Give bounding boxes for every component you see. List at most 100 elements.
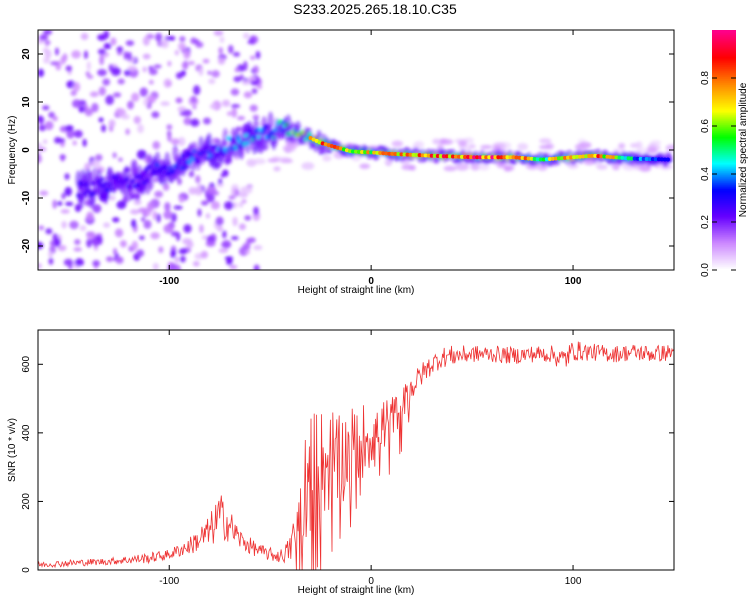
colorbar-cell (712, 198, 736, 201)
colorbar-cell (712, 164, 736, 167)
ridge-mark (496, 155, 501, 160)
ridge-mark (538, 157, 543, 162)
colorbar-cell (712, 86, 736, 89)
x-tick-label: 0 (368, 576, 374, 587)
ridge-mark (614, 155, 619, 160)
y-tick-label: 400 (21, 424, 32, 441)
colorbar-cell (712, 256, 736, 259)
colorbar: 0.0 0.2 0.4 0.6 0.8 Normalized spectral ampl… (700, 30, 749, 277)
ridge-mark (502, 155, 507, 160)
ridge-mark (499, 155, 504, 160)
colorbar-cell (712, 196, 736, 199)
ridge-mark (659, 157, 664, 162)
ridge-mark (308, 136, 313, 140)
colorbar-cell (712, 34, 736, 37)
colorbar-cell (712, 44, 736, 47)
ridge-mark (423, 153, 428, 158)
colorbar-cell (712, 184, 736, 187)
colorbar-cell (712, 186, 736, 189)
ridge-mark (662, 157, 667, 162)
y-tick-label: 10 (21, 96, 32, 108)
ridge-mark (590, 153, 595, 158)
ridge-mark (629, 156, 634, 161)
ridge-mark (363, 150, 368, 155)
ridge-mark (460, 154, 464, 159)
chart-title: S233.2025.265.18.10.C35 (293, 1, 457, 17)
colorbar-cell (712, 208, 736, 211)
ridge-mark (544, 157, 549, 162)
ridge-mark (320, 141, 325, 146)
ridge-mark (599, 154, 604, 159)
colorbar-cell (712, 210, 736, 213)
ridge-mark (469, 155, 474, 160)
colorbar-cell (712, 206, 736, 209)
ridge-mark (656, 157, 661, 162)
ridge-mark (350, 149, 355, 154)
colorbar-cell (712, 124, 736, 127)
ridge-mark (553, 156, 558, 161)
ridge-mark (608, 154, 613, 159)
ridge-mark (596, 154, 601, 159)
ridge-mark (578, 154, 583, 159)
colorbar-cell (712, 222, 736, 225)
colorbar-cell (712, 268, 736, 271)
colorbar-cell (712, 242, 736, 245)
colorbar-cell (712, 252, 736, 255)
colorbar-cell (712, 30, 736, 33)
colorbar-cell (712, 234, 736, 237)
ridge-mark (399, 152, 404, 157)
ridge-mark (347, 149, 352, 154)
ridge-mark (644, 156, 649, 161)
colorbar-cell (712, 230, 736, 233)
ridge-mark (317, 140, 322, 145)
colorbar-cell (712, 190, 736, 193)
ridge-mark (547, 157, 552, 162)
ridge-mark (665, 157, 670, 162)
ridge-mark (514, 155, 519, 160)
colorbar-cell (712, 232, 736, 235)
ridge-mark (441, 154, 446, 159)
spectrogram-x-ticks: -100 0 100 (159, 30, 582, 287)
ridge-mark (562, 155, 567, 160)
ridge-mark (354, 149, 358, 154)
ridge-mark (405, 152, 410, 157)
ridge-mark (323, 142, 328, 147)
colorbar-cell (712, 238, 736, 241)
colorbar-cell (712, 250, 736, 253)
colorbar-cell (712, 228, 736, 231)
ridge-mark (559, 156, 564, 161)
ridge-mark (463, 154, 468, 159)
ridge-mark (635, 156, 640, 161)
ridge-mark (572, 155, 577, 160)
ridge-mark (411, 152, 416, 157)
y-tick-label: -20 (21, 238, 32, 253)
ridge-mark (517, 155, 522, 160)
ridge-mark (408, 152, 413, 157)
colorbar-cell (712, 240, 736, 243)
ridge-mark (508, 155, 513, 160)
colorbar-cell (712, 40, 736, 43)
colorbar-tick-label: 0.2 (700, 215, 711, 229)
colorbar-cell (712, 162, 736, 165)
colorbar-cell (712, 202, 736, 205)
ridge-mark (481, 155, 486, 160)
colorbar-cell (712, 64, 736, 67)
colorbar-cell (712, 160, 736, 163)
colorbar-cell (712, 70, 736, 73)
colorbar-cell (712, 260, 736, 263)
colorbar-cell (712, 62, 736, 65)
snr-y-label: SNR (10 * v/v) (7, 418, 18, 482)
colorbar-cell (712, 42, 736, 45)
y-tick-label: 200 (21, 493, 32, 510)
ridge-mark (311, 137, 316, 142)
ridge-mark (335, 145, 340, 150)
ridge-mark (344, 148, 349, 153)
colorbar-cell (712, 60, 736, 63)
colorbar-cell (712, 264, 736, 267)
ridge-mark (381, 151, 386, 156)
colorbar-cell (712, 104, 736, 107)
colorbar-cell (712, 168, 736, 171)
colorbar-cell (712, 236, 736, 239)
ridge-mark (444, 154, 449, 159)
colorbar-cell (712, 166, 736, 169)
